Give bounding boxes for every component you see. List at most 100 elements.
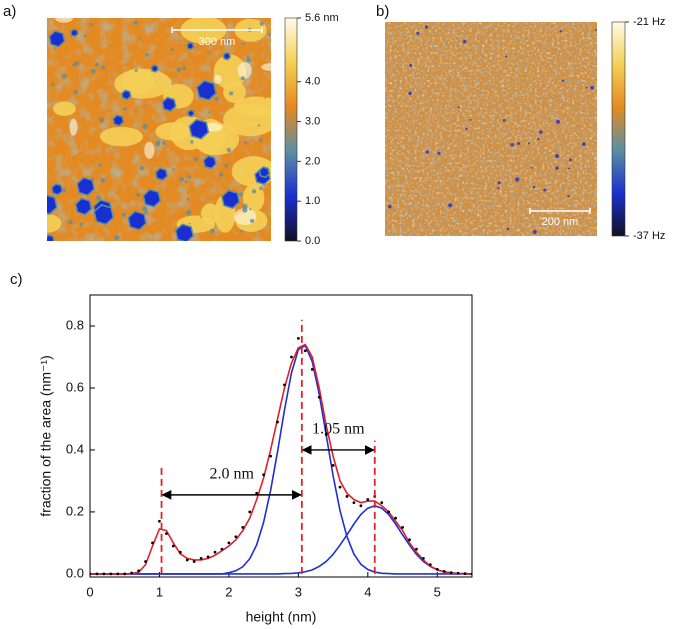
pit — [504, 55, 508, 58]
data-point — [394, 516, 397, 520]
speck — [242, 203, 248, 210]
pit — [448, 203, 453, 208]
pit — [506, 227, 510, 231]
data-point — [109, 572, 113, 576]
speck — [162, 141, 166, 145]
x-tick-label: 1 — [156, 584, 163, 599]
pit — [532, 185, 536, 189]
colorbar-tick-label: 0.0 — [305, 235, 320, 247]
terrace-top — [55, 18, 73, 23]
data-point — [123, 572, 127, 576]
speck — [214, 96, 219, 101]
data-point — [449, 571, 453, 575]
x-tick-label: 5 — [434, 584, 441, 599]
pit — [74, 197, 93, 216]
pit — [424, 25, 429, 29]
terrace — [47, 213, 62, 233]
terrace-top — [69, 118, 78, 136]
plot-frame — [89, 294, 473, 578]
data-point — [338, 485, 342, 489]
speck — [72, 156, 74, 159]
data-point — [324, 433, 328, 436]
pit — [69, 28, 79, 38]
speck — [187, 174, 192, 179]
terrace-top — [213, 74, 222, 84]
pit — [121, 89, 132, 101]
fit-curve — [90, 344, 472, 575]
speck — [101, 65, 106, 70]
x-tick-label: 0 — [86, 584, 93, 599]
pit — [559, 29, 562, 33]
speck — [89, 22, 94, 27]
pit — [47, 234, 55, 241]
y-tick-label: 0.8 — [66, 317, 84, 332]
pit — [48, 30, 66, 48]
annotation-label: 1.05 nm — [312, 421, 365, 438]
speck — [224, 38, 230, 44]
speck — [68, 219, 73, 225]
colorbar-tick-label: 5.6 nm — [305, 12, 339, 24]
terrace-top — [237, 62, 252, 79]
pit — [530, 167, 533, 169]
speck — [116, 18, 119, 20]
panel-label: c) — [10, 271, 23, 288]
speck — [172, 168, 175, 171]
speck — [90, 160, 93, 163]
speck — [207, 51, 210, 54]
data-point — [165, 532, 168, 536]
speck — [182, 66, 187, 70]
data-point — [303, 349, 307, 353]
speck — [246, 57, 252, 63]
speck — [79, 222, 83, 227]
data-point — [290, 355, 293, 359]
data-point — [428, 563, 432, 567]
pit — [527, 142, 531, 145]
pit — [425, 150, 429, 154]
speck — [95, 62, 99, 67]
speck — [210, 228, 215, 234]
terrace — [53, 101, 76, 116]
speck — [143, 104, 146, 108]
data-point — [102, 572, 106, 576]
speck — [252, 18, 255, 20]
pit — [555, 154, 560, 159]
plot-area — [90, 336, 472, 576]
pit — [561, 79, 565, 82]
speck — [251, 189, 257, 194]
speck — [224, 163, 229, 168]
speck — [208, 111, 211, 114]
speck — [98, 163, 102, 167]
pit — [416, 31, 420, 35]
terrace — [223, 81, 246, 103]
pit — [555, 166, 559, 170]
data-point — [415, 547, 418, 551]
speck — [242, 42, 245, 46]
data-point — [352, 501, 356, 505]
pit — [497, 181, 501, 185]
data-point — [380, 501, 384, 505]
data-point — [144, 560, 147, 563]
data-point — [317, 395, 321, 399]
data-point — [456, 571, 460, 575]
pit — [186, 41, 195, 51]
pit — [569, 158, 572, 162]
scale-bar-label: 200 nm — [542, 216, 579, 228]
speck — [54, 47, 57, 50]
pit — [462, 39, 467, 44]
pit — [187, 109, 195, 118]
speck — [139, 166, 144, 171]
data-point — [442, 570, 446, 573]
terrace — [121, 68, 154, 95]
pit — [497, 187, 500, 190]
colorbar-tick-label: 2.0 — [305, 155, 320, 167]
x-tick-label: 4 — [364, 584, 371, 599]
speck — [219, 172, 224, 177]
speck — [134, 109, 137, 112]
data-point — [178, 550, 182, 554]
data-point — [158, 519, 161, 523]
speck — [186, 210, 192, 215]
y-tick-label: 0.0 — [66, 565, 84, 580]
pit — [532, 229, 537, 234]
pit — [196, 79, 217, 101]
pit — [502, 118, 506, 122]
